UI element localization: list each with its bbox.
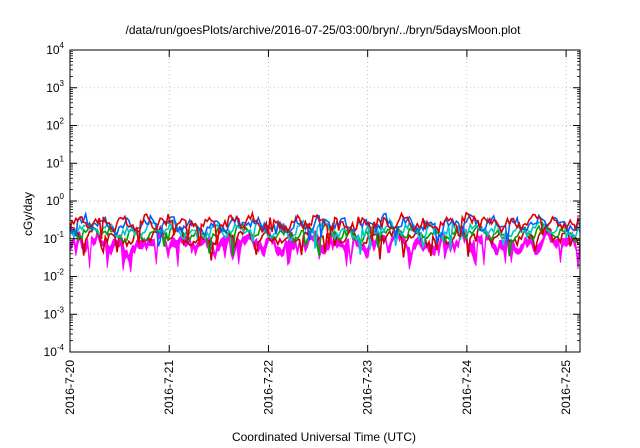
- x-axis-label: Coordinated Universal Time (UTC): [232, 430, 416, 444]
- chart-title: /data/run/goesPlots/archive/2016-07-25/0…: [126, 23, 522, 37]
- y-tick-label: 10-1: [44, 230, 65, 246]
- y-tick-label: 102: [46, 117, 64, 133]
- y-tick-label: 10-2: [44, 268, 65, 284]
- grid-lines: [69, 49, 580, 353]
- y-tick-label: 104: [46, 41, 64, 57]
- y-tick-label: 10-4: [44, 343, 65, 359]
- x-tick-label: 2016-7-20: [63, 360, 77, 415]
- series-line: [69, 224, 581, 261]
- y-tick-label: 10-3: [44, 305, 65, 321]
- y-axis: 10-4 10-3 10-2 10-1 100 101 102 103 104: [44, 41, 580, 359]
- x-tick-label: 2016-7-25: [559, 360, 573, 415]
- x-tick-label: 2016-7-21: [162, 360, 176, 415]
- x-axis: 2016-7-20 2016-7-21 2016-7-22 2016-7-23 2016…: [63, 50, 573, 415]
- y-tick-label: 101: [46, 154, 64, 170]
- data-series: [69, 210, 581, 273]
- x-tick-label: 2016-7-22: [261, 360, 275, 415]
- x-tick-label: 2016-7-24: [460, 360, 474, 415]
- series-line: [69, 210, 581, 246]
- y-tick-label: 103: [46, 79, 64, 95]
- y-axis-label: cGy/day: [21, 192, 35, 236]
- y-tick-label: 100: [46, 192, 64, 208]
- x-tick-label: 2016-7-23: [361, 360, 375, 415]
